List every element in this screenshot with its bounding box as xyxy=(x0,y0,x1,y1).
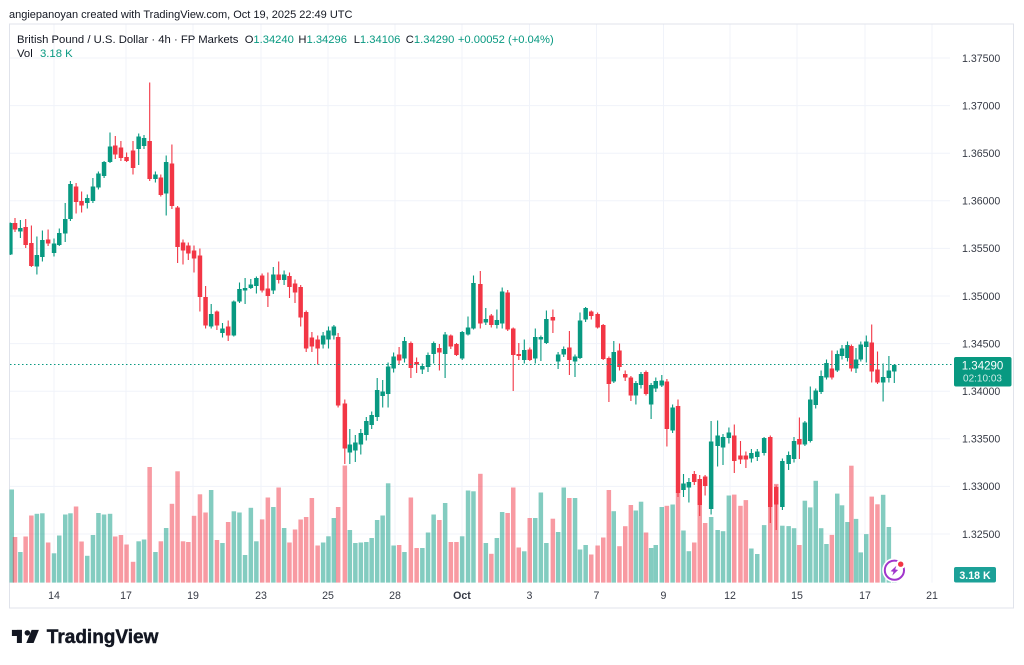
svg-text:H1.34296: H1.34296 xyxy=(298,34,347,46)
svg-text:1.34000: 1.34000 xyxy=(962,386,1000,398)
svg-text:+0.00052 (+0.04%): +0.00052 (+0.04%) xyxy=(458,34,554,46)
svg-text:17: 17 xyxy=(120,590,132,602)
svg-text:L1.34106: L1.34106 xyxy=(354,34,401,46)
svg-text:Oct: Oct xyxy=(453,590,471,602)
svg-text:15: 15 xyxy=(791,590,803,602)
svg-text:C1.34290: C1.34290 xyxy=(406,34,455,46)
svg-text:3.18 K: 3.18 K xyxy=(40,48,73,60)
svg-text:1.32500: 1.32500 xyxy=(962,529,1000,541)
svg-text:1.35500: 1.35500 xyxy=(962,243,1000,255)
svg-text:1.33000: 1.33000 xyxy=(962,481,1000,493)
svg-text:21: 21 xyxy=(926,590,938,602)
svg-text:1.35000: 1.35000 xyxy=(962,291,1000,303)
svg-text:14: 14 xyxy=(48,590,60,602)
svg-text:1.34290: 1.34290 xyxy=(962,361,1004,373)
svg-text:7: 7 xyxy=(594,590,600,602)
svg-text:23: 23 xyxy=(255,590,267,602)
svg-text:TradingView: TradingView xyxy=(47,627,159,648)
svg-text:1.34500: 1.34500 xyxy=(962,338,1000,350)
svg-text:12: 12 xyxy=(724,590,736,602)
svg-text:25: 25 xyxy=(322,590,334,602)
svg-text:9: 9 xyxy=(661,590,667,602)
svg-text:O1.34240: O1.34240 xyxy=(245,34,294,46)
svg-text:1.37500: 1.37500 xyxy=(962,53,1000,65)
svg-text:19: 19 xyxy=(187,590,199,602)
svg-text:British Pound / U.S. Dollar ·: British Pound / U.S. Dollar · 4h · FP Ma… xyxy=(17,34,239,46)
svg-text:1.36500: 1.36500 xyxy=(962,148,1000,160)
svg-text:17: 17 xyxy=(859,590,871,602)
svg-text:1.36000: 1.36000 xyxy=(962,196,1000,208)
svg-text:1.33500: 1.33500 xyxy=(962,434,1000,446)
svg-text:28: 28 xyxy=(389,590,401,602)
svg-text:1.37000: 1.37000 xyxy=(962,100,1000,112)
svg-text:02:10:03: 02:10:03 xyxy=(963,374,1002,385)
svg-text:angiepanoyan created with Trad: angiepanoyan created with TradingView.co… xyxy=(9,9,353,21)
svg-text:3.18 K: 3.18 K xyxy=(959,570,991,582)
svg-text:Vol: Vol xyxy=(17,48,33,60)
svg-text:3: 3 xyxy=(527,590,533,602)
